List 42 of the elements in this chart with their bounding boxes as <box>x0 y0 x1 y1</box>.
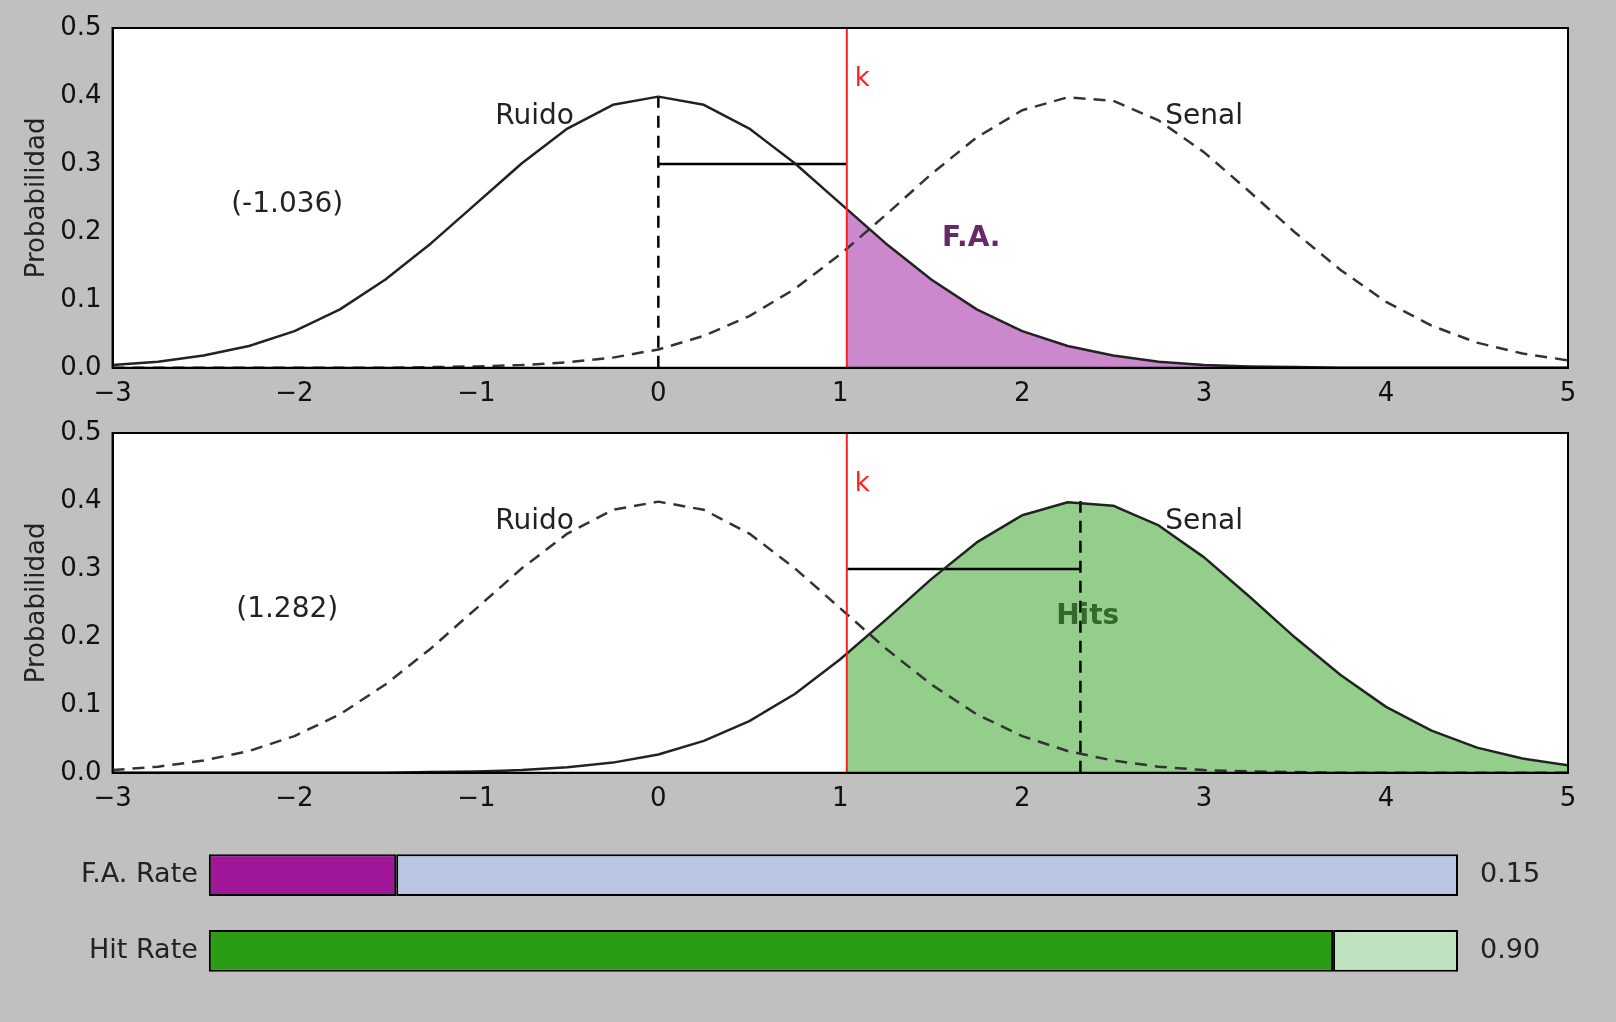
x-tick-label: 3 <box>1195 377 1213 408</box>
ref-line-label: k <box>854 466 870 497</box>
x-tick-label: 2 <box>1013 782 1031 813</box>
x-tick-label: 4 <box>1377 782 1395 813</box>
y-tick-label: 0.2 <box>60 619 102 650</box>
x-tick-label: 0 <box>650 782 667 813</box>
x-tick-label: 1 <box>832 377 849 408</box>
x-tick-label: 1 <box>832 782 849 813</box>
data-label: 0.90 <box>1480 932 1541 964</box>
annotation: (-1.036) <box>231 185 344 219</box>
x-tick-label: −2 <box>275 782 314 813</box>
series-label: Hits <box>1056 597 1120 631</box>
y-axis-title: Probabilidad <box>20 522 51 684</box>
x-tick-label: 5 <box>1559 377 1577 408</box>
annotation: Senal <box>1165 502 1243 536</box>
y-tick-label: 0.1 <box>60 687 102 718</box>
x-tick-label: 4 <box>1377 377 1395 408</box>
x-tick-label: 3 <box>1195 782 1213 813</box>
annotation: Senal <box>1165 97 1243 131</box>
y-tick-label: 0.3 <box>60 551 102 582</box>
x-tick-label: 2 <box>1013 377 1031 408</box>
x-tick-label: 5 <box>1559 782 1577 813</box>
y-tick-label: 0.5 <box>60 415 102 446</box>
x-tick-label: −1 <box>457 782 496 813</box>
annotation: Ruido <box>495 97 574 131</box>
y-tick-label: Hit Rate <box>88 932 198 964</box>
y-axis-title: Probabilidad <box>20 117 51 279</box>
y-tick-label: F.A. Rate <box>80 857 198 889</box>
x-tick-label: −1 <box>457 377 496 408</box>
y-tick-label: 0.4 <box>60 78 102 109</box>
data-label: 0.15 <box>1480 857 1541 889</box>
y-tick-label: 0.2 <box>60 214 102 245</box>
y-tick-label: 0.3 <box>60 146 102 177</box>
annotation: Ruido <box>495 502 574 536</box>
series-label: F.A. <box>942 219 1001 253</box>
x-tick-label: 0 <box>650 377 667 408</box>
y-tick-label: 0.5 <box>60 10 102 41</box>
y-tick-label: 0.4 <box>60 483 102 514</box>
ref-line-label: k <box>854 61 870 92</box>
y-tick-label: 0.1 <box>60 282 102 313</box>
x-tick-label: −2 <box>275 377 314 408</box>
annotation: (1.282) <box>236 590 339 624</box>
